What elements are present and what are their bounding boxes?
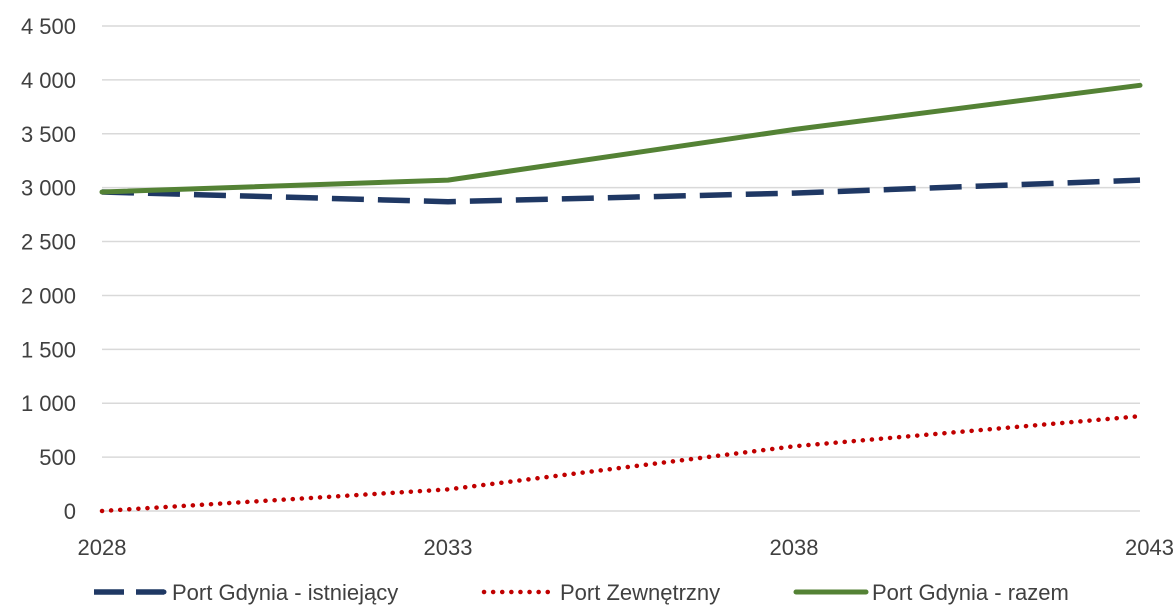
y-tick-label: 1 000: [21, 391, 76, 416]
y-tick-label: 3 000: [21, 176, 76, 201]
x-tick-label: 2038: [770, 535, 819, 560]
series-lines: [99, 82, 1143, 514]
y-tick-label: 2 000: [21, 283, 76, 308]
y-tick-label: 3 500: [21, 122, 76, 147]
y-axis-tick-labels: 0 500 1 000 1 500 2 000 2 500 3 000 3 500 4 000 4…: [21, 14, 76, 524]
y-tick-label: 4 500: [21, 14, 76, 39]
x-axis-tick-labels: 2028 2033 2038 2043: [78, 535, 1174, 560]
legend-item: Port Gdynia - istniejący: [94, 580, 398, 605]
legend-item: Port Zewnętrzny: [481, 580, 720, 605]
series-line-dotted: [99, 413, 1143, 514]
y-tick-label: 1 500: [21, 337, 76, 362]
gridlines: [102, 25, 1140, 512]
series-line-dashed: [101, 177, 1141, 205]
series-line-solid: [99, 82, 1143, 195]
y-tick-label: 0: [64, 499, 76, 524]
x-tick-label: 2043: [1125, 535, 1174, 560]
legend-item: Port Gdynia - razem: [793, 580, 1069, 605]
x-tick-label: 2033: [424, 535, 473, 560]
x-tick-label: 2028: [78, 535, 127, 560]
legend-marker-dot: [161, 589, 167, 595]
y-tick-label: 2 500: [21, 230, 76, 255]
y-tick-label: 500: [39, 445, 76, 470]
legend-label: Port Zewnętrzny: [560, 580, 720, 605]
legend-label: Port Gdynia - razem: [872, 580, 1069, 605]
legend: Port Gdynia - istniejący Port Zewnętrzny P…: [94, 580, 1069, 605]
y-tick-label: 4 000: [21, 68, 76, 93]
legend-label: Port Gdynia - istniejący: [172, 580, 398, 605]
